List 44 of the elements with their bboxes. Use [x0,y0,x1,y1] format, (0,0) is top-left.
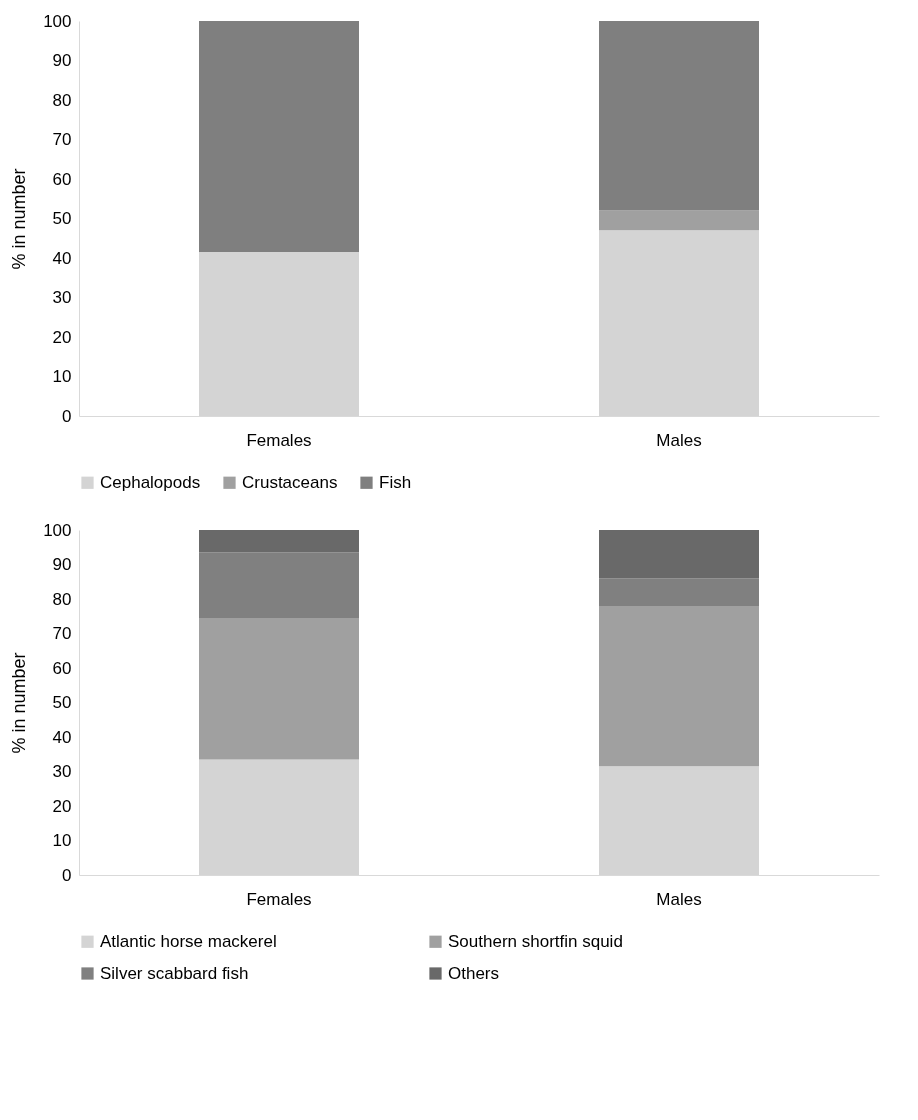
y-tick-label: 20 [52,796,72,816]
y-tick-label: 100 [43,520,72,540]
y-tick-label: 0 [62,406,72,426]
x-tick-label: Males [656,430,702,450]
bar [199,21,359,253]
y-tick-label: 30 [52,762,72,781]
bar [599,530,759,579]
x-tick-label: Females [246,430,312,450]
bar [199,530,359,553]
y-tick-label: 40 [52,248,72,268]
y-tick-label: 30 [52,288,72,307]
y-tick-label: 50 [52,693,72,712]
bar [199,552,359,618]
y-tick-label: 10 [52,367,72,386]
y-tick-label: 50 [52,209,72,228]
legend-label: Atlantic horse mackerel [100,931,277,951]
y-axis-title: % in number [9,168,30,270]
bar [599,210,759,231]
y-tick-label: 90 [52,51,72,70]
y-tick-label: 10 [52,831,72,850]
bar [599,21,759,211]
x-tick-label: Males [656,889,702,909]
y-tick-label: 60 [52,169,72,189]
y-tick-label: 0 [62,865,72,885]
y-tick-label: 70 [52,130,72,149]
legend-label: Cephalopods [100,472,201,492]
legend-label: Crustaceans [242,472,338,492]
y-tick-label: 80 [52,90,72,110]
legend-label: Southern shortfin squid [448,931,623,951]
bar [599,605,759,767]
legend-label: Others [448,963,500,983]
x-tick-label: Females [246,889,312,909]
y-tick-label: 40 [52,727,72,747]
bar [199,617,359,760]
y-tick-label: 80 [52,589,72,609]
y-tick-label: 20 [52,327,72,347]
y-tick-label: 90 [52,555,72,574]
legend-label: Fish [379,472,412,492]
y-tick-label: 70 [52,624,72,643]
legend-label: Silver scabbard fish [100,963,249,983]
y-tick-label: 100 [43,11,72,31]
bar [599,578,759,606]
y-axis-title: % in number [9,652,30,754]
y-tick-label: 60 [52,658,72,678]
